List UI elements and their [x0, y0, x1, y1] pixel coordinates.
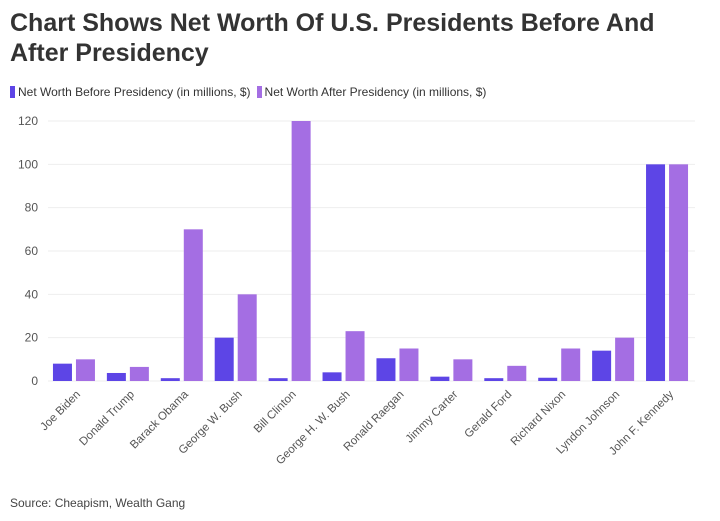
bar-after	[75, 359, 95, 381]
y-tick-label: 60	[25, 244, 39, 258]
y-tick-label: 20	[25, 331, 39, 345]
bar-before	[52, 363, 72, 381]
x-tick-label: Richard Nixon	[509, 389, 569, 449]
y-tick-label: 120	[18, 114, 38, 128]
bar-before	[214, 337, 234, 381]
legend-swatch	[256, 86, 262, 98]
bar-after	[669, 164, 689, 381]
bar-before	[160, 378, 180, 381]
bar-before	[592, 350, 612, 381]
x-tick-label: Donald Trump	[77, 389, 137, 449]
chart-title: Chart Shows Net Worth Of U.S. Presidents…	[10, 9, 655, 67]
x-tick-label: Bill Clinton	[252, 389, 299, 436]
y-tick-label: 80	[25, 201, 39, 215]
bar-after	[399, 348, 419, 381]
bar-after	[507, 365, 527, 381]
bar-after	[129, 366, 149, 381]
bar-before	[430, 376, 450, 381]
x-tick-label: Joe Biden	[38, 389, 83, 434]
source-note: Source: Cheapism, Wealth Gang	[10, 496, 186, 510]
bar-before	[484, 378, 504, 381]
legend-label: Net Worth After Presidency (in millions,…	[264, 85, 487, 99]
bar-before	[106, 372, 126, 381]
y-tick-label: 100	[18, 157, 38, 171]
legend-item-after: Net Worth After Presidency (in millions,…	[256, 85, 487, 99]
bar-before	[538, 377, 558, 381]
bar-before	[646, 164, 666, 381]
bar-after	[453, 359, 473, 381]
bar-after	[291, 121, 311, 381]
y-tick-label: 40	[25, 287, 39, 301]
bar-after	[345, 331, 365, 381]
x-tick-label: Jimmy Carter	[404, 389, 461, 446]
x-tick-label: Gerald Ford	[463, 389, 515, 441]
legend-item-before: Net Worth Before Presidency (in millions…	[10, 85, 251, 99]
bar-before	[322, 372, 342, 381]
bar-after	[183, 229, 203, 381]
legend-label: Net Worth Before Presidency (in millions…	[18, 85, 251, 99]
bar-before	[268, 378, 288, 381]
bar-after	[561, 348, 581, 381]
y-tick-label: 0	[31, 374, 38, 388]
bar-after	[237, 294, 257, 381]
bar-after	[615, 337, 635, 381]
bar-before	[376, 358, 396, 381]
legend: Net Worth Before Presidency (in millions…	[10, 85, 486, 99]
legend-swatch	[10, 86, 15, 98]
